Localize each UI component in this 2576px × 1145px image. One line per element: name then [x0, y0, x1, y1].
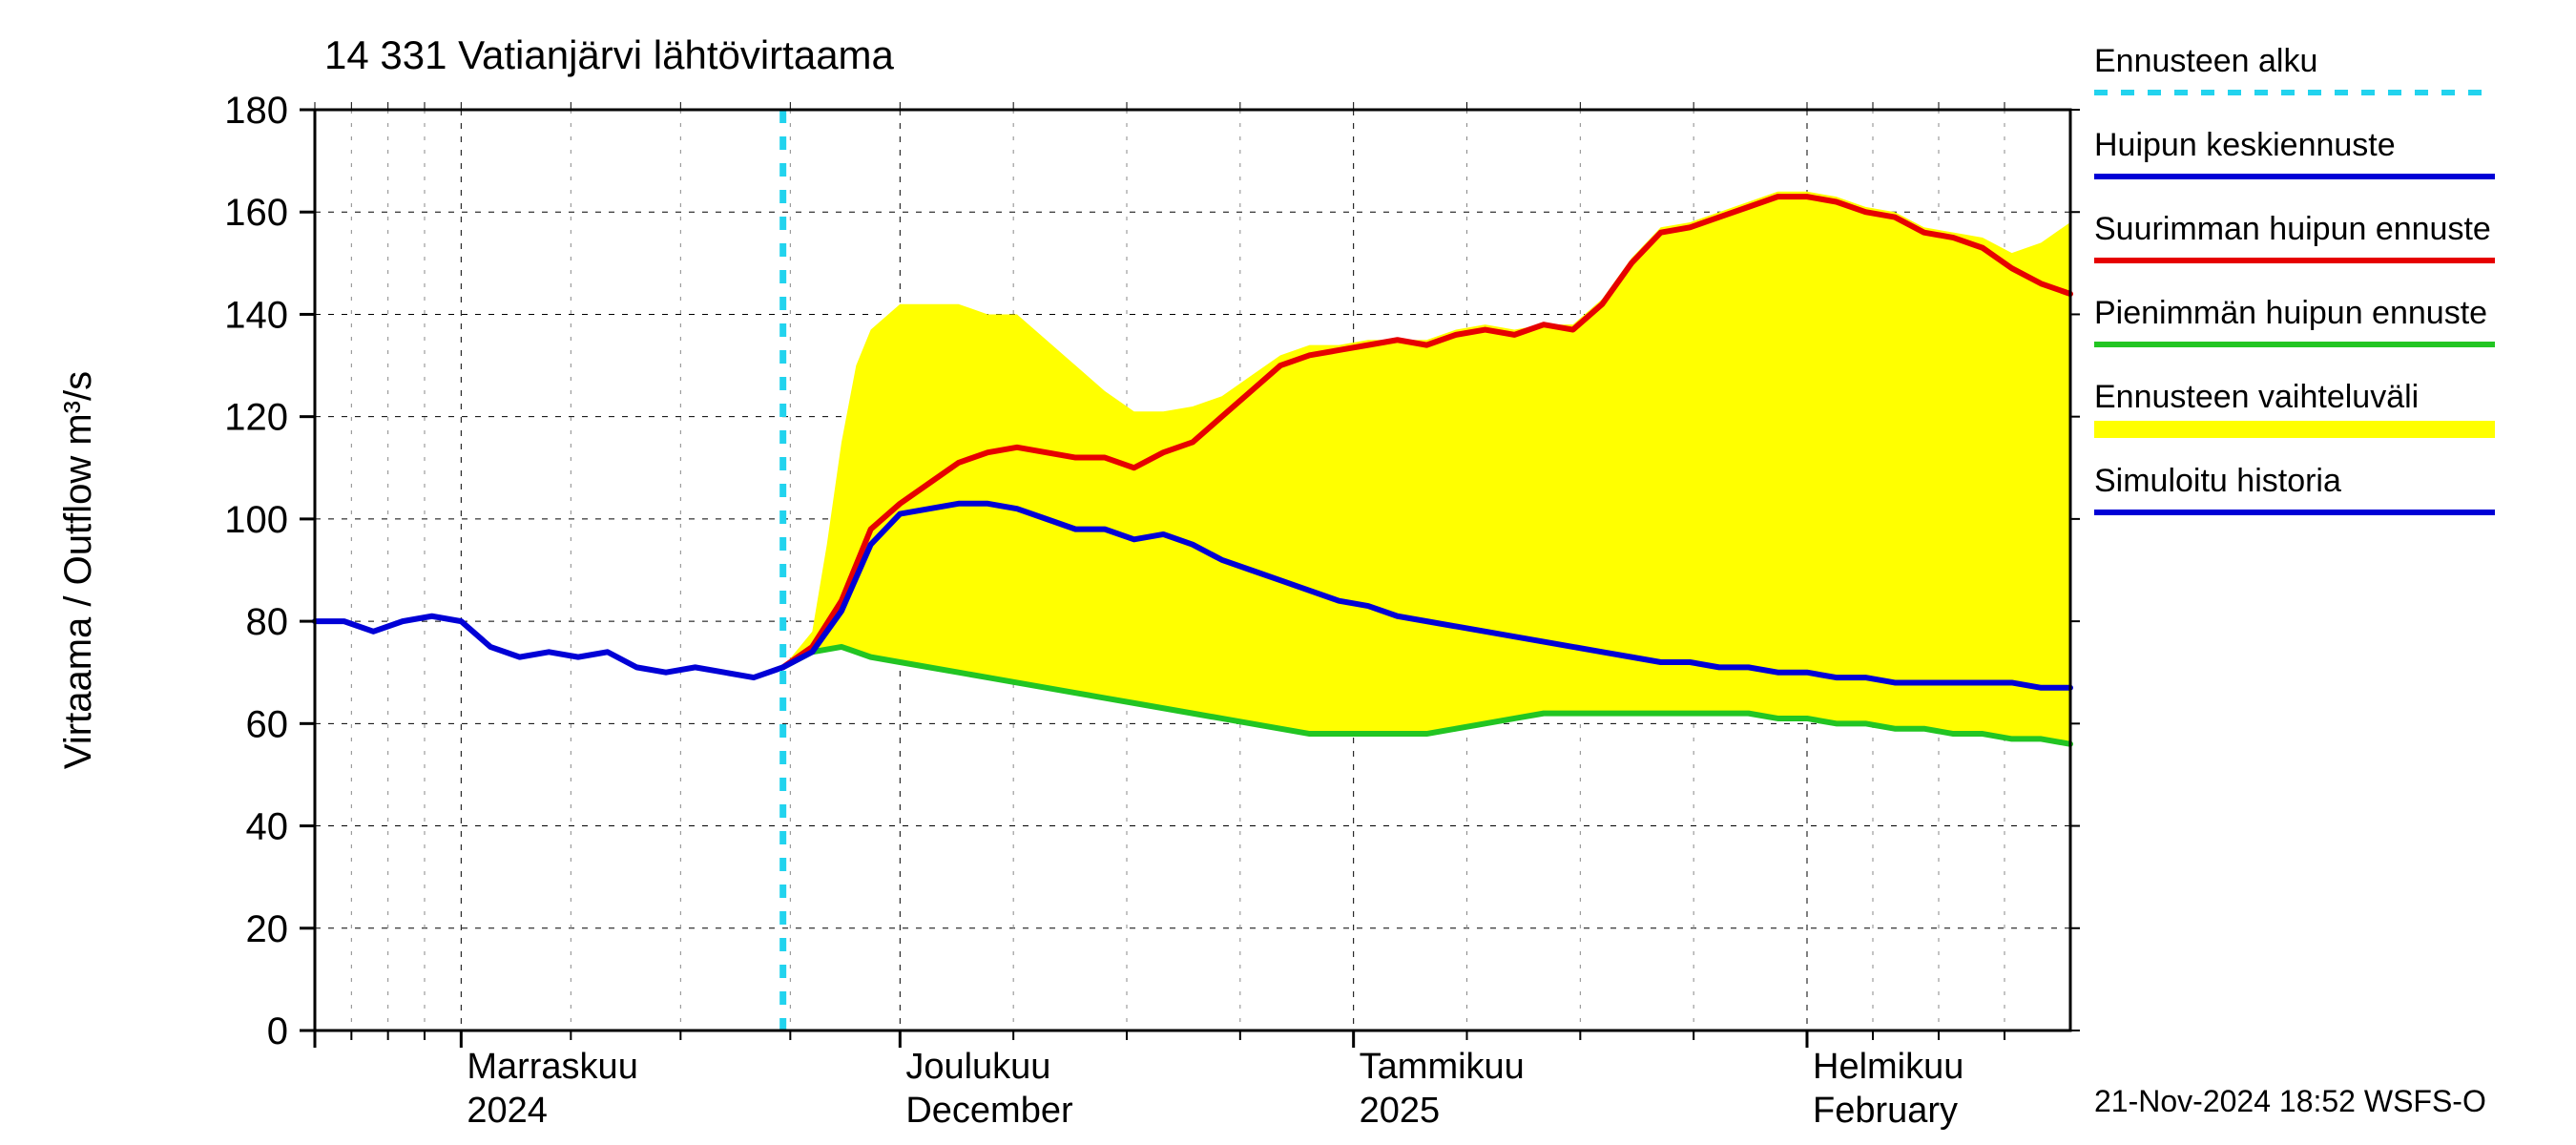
y-tick-label: 60 — [246, 703, 289, 745]
legend-label: Pienimmän huipun ennuste — [2094, 295, 2487, 331]
footer-timestamp: 21-Nov-2024 18:52 WSFS-O — [2094, 1084, 2486, 1118]
legend-swatch — [2094, 421, 2495, 438]
x-month-sublabel: 2025 — [1360, 1091, 1441, 1131]
legend-label: Huipun keskiennuste — [2094, 127, 2396, 163]
x-month-label: Helmikuu — [1813, 1047, 1963, 1087]
y-tick-label: 80 — [246, 601, 289, 643]
y-tick-label: 20 — [246, 908, 289, 950]
outflow-forecast-chart: 0 20 40 60 80 100 120 140 160 180 Marraskuu2024 Jou… — [0, 0, 2576, 1145]
legend-label: Suurimman huipun ennuste — [2094, 211, 2491, 247]
legend-label: Ennusteen alku — [2094, 43, 2317, 79]
y-tick-label: 0 — [267, 1010, 288, 1052]
y-tick-label: 180 — [224, 90, 288, 132]
legend-label: Ennusteen vaihteluväli — [2094, 379, 2419, 415]
x-month-sublabel: February — [1813, 1091, 1958, 1131]
y-tick-label: 100 — [224, 499, 288, 541]
x-month-label: Marraskuu — [467, 1047, 638, 1087]
y-tick-label: 40 — [246, 806, 289, 848]
x-month-sublabel: 2024 — [467, 1091, 548, 1131]
y-tick-label: 120 — [224, 397, 288, 439]
y-tick-label: 160 — [224, 192, 288, 234]
x-month-sublabel: December — [905, 1091, 1073, 1131]
legend-label: Simuloitu historia — [2094, 463, 2341, 499]
x-month-label: Joulukuu — [905, 1047, 1050, 1087]
x-month-label: Tammikuu — [1360, 1047, 1525, 1087]
chart-title: 14 331 Vatianjärvi lähtövirtaama — [324, 32, 895, 77]
y-tick-label: 140 — [224, 294, 288, 336]
y-axis-label: Virtaama / Outflow m³/s — [57, 371, 99, 769]
